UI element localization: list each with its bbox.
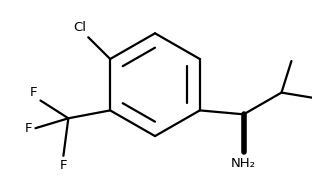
Text: F: F: [30, 86, 38, 99]
Text: NH₂: NH₂: [231, 157, 256, 170]
Text: Cl: Cl: [73, 21, 86, 34]
Text: F: F: [25, 122, 33, 135]
Text: F: F: [60, 159, 67, 172]
